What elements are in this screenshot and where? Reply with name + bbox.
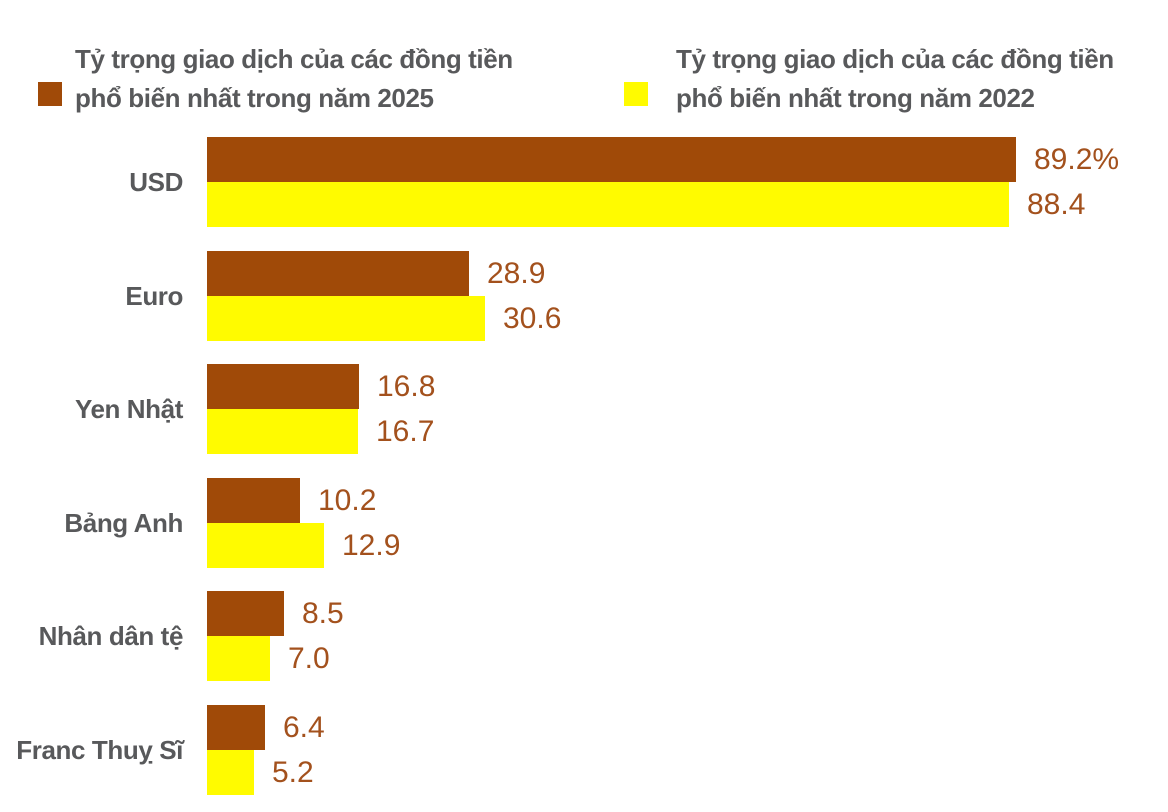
bar-2025 — [207, 478, 300, 523]
value-label-2025: 28.9 — [487, 257, 546, 290]
value-label-2025: 89.2% — [1034, 143, 1120, 176]
value-label-2022: 30.6 — [503, 302, 562, 335]
bar-2025 — [207, 251, 469, 296]
value-label-2022: 5.2 — [272, 756, 314, 789]
legend-label-2022: Tỷ trọng giao dịch của các đồng tiền phổ… — [676, 40, 1114, 118]
legend-label-2025-line2: phổ biến nhất trong năm 2025 — [75, 83, 434, 113]
bar-2025 — [207, 591, 284, 636]
legend-swatch-2022 — [624, 82, 648, 106]
legend-swatch-2025 — [38, 82, 62, 106]
legend-label-2025-line1: Tỷ trọng giao dịch của các đồng tiền — [75, 44, 513, 74]
bar-2022 — [207, 636, 270, 681]
bar-2025 — [207, 137, 1016, 182]
category-label: USD — [129, 166, 183, 197]
bar-2022 — [207, 750, 254, 795]
value-label-2022: 16.7 — [376, 415, 435, 448]
category-label: Nhân dân tệ — [38, 620, 184, 651]
value-label-2025: 6.4 — [283, 711, 325, 744]
category-label: Bảng Anh — [64, 507, 183, 538]
bar-2025 — [207, 364, 359, 409]
category-label: Yen Nhật — [74, 393, 183, 424]
legend-label-2022-line1: Tỷ trọng giao dịch của các đồng tiền — [676, 44, 1114, 74]
value-label-2022: 88.4 — [1027, 188, 1086, 221]
value-label-2025: 8.5 — [302, 597, 344, 630]
bar-2022 — [207, 409, 358, 454]
value-label-2022: 12.9 — [342, 529, 401, 562]
legend-label-2025: Tỷ trọng giao dịch của các đồng tiền phổ… — [75, 40, 513, 118]
value-label-2025: 16.8 — [377, 370, 436, 403]
value-label-2022: 7.0 — [288, 642, 330, 675]
bar-2025 — [207, 705, 265, 750]
bar-2022 — [207, 182, 1009, 227]
bar-2022 — [207, 296, 485, 341]
legend-label-2022-line2: phổ biến nhất trong năm 2022 — [676, 83, 1035, 113]
category-label: Euro — [125, 280, 183, 311]
bar-2022 — [207, 523, 324, 568]
category-label: Franc Thuỵ Sĩ — [16, 734, 183, 765]
value-label-2025: 10.2 — [318, 484, 377, 517]
